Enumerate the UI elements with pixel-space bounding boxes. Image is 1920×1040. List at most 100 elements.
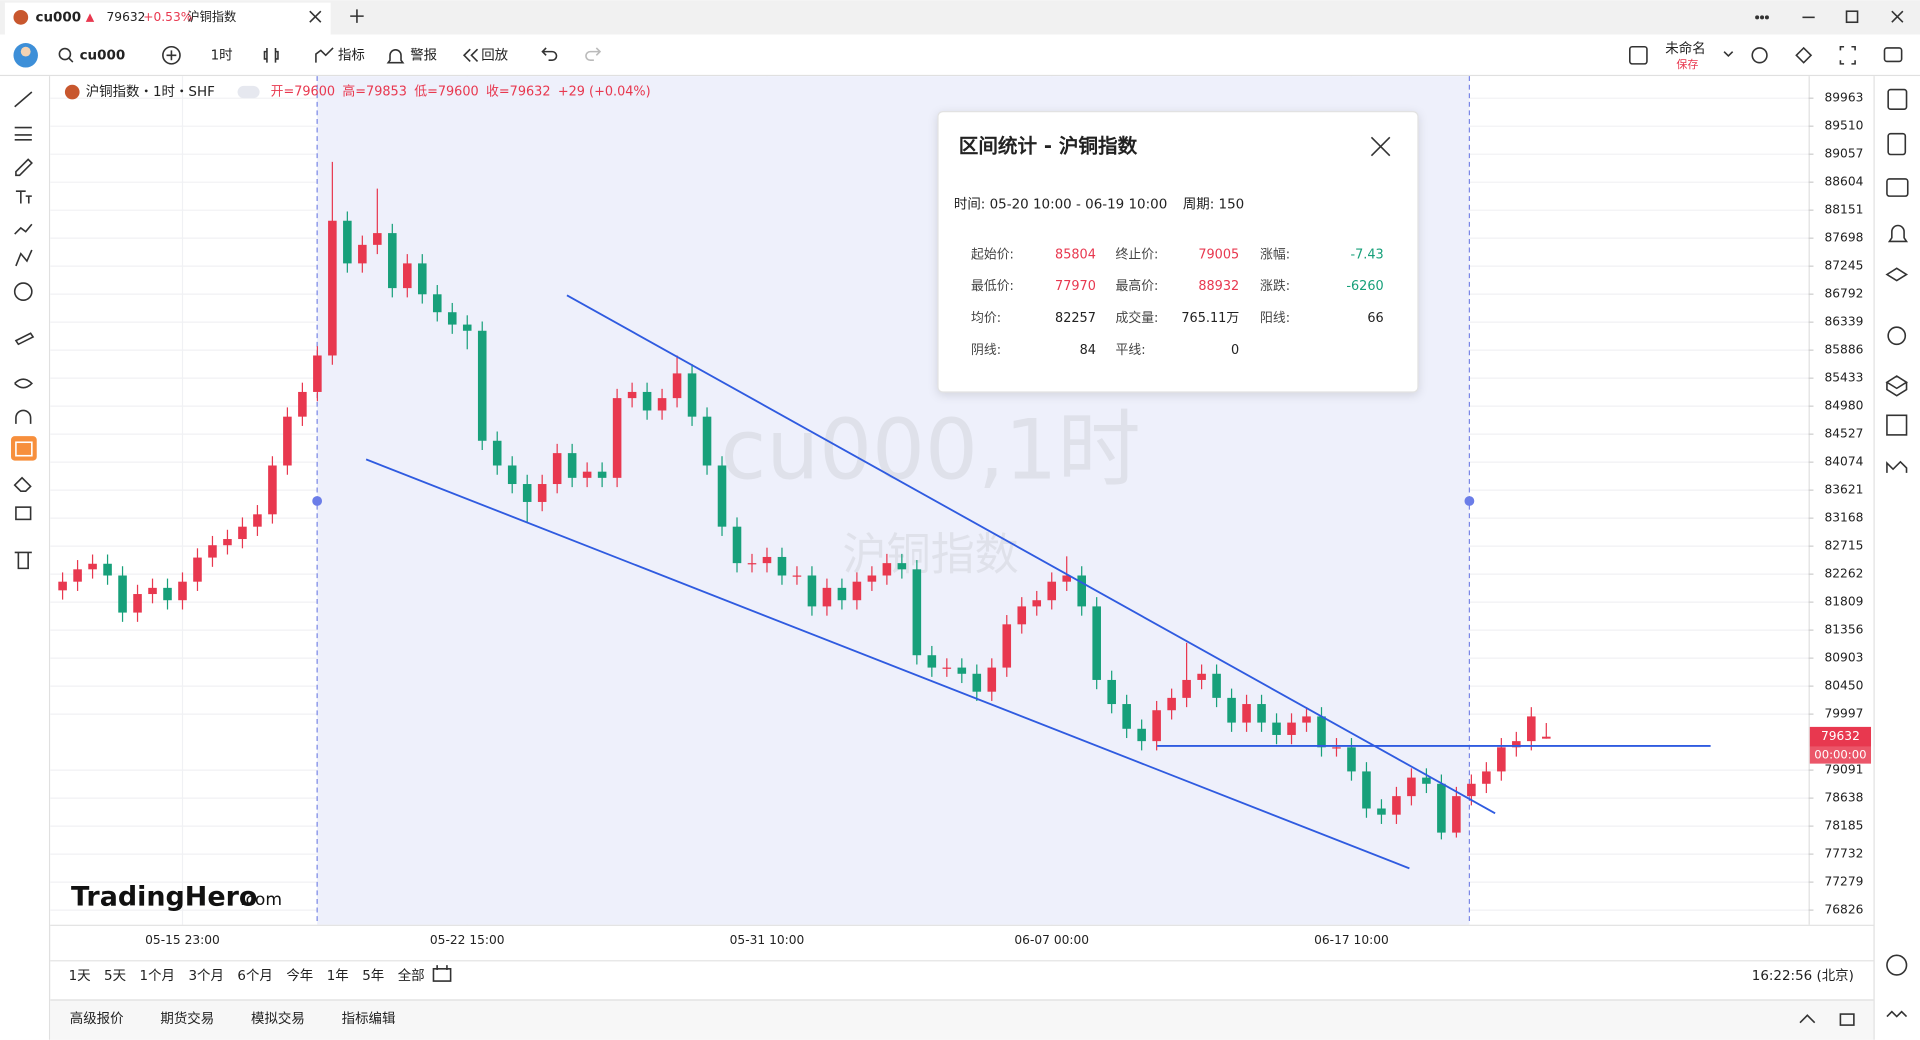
active-tool[interactable] <box>11 436 37 461</box>
avatar-face <box>20 46 31 57</box>
chart-style[interactable] <box>263 47 279 63</box>
stats-label: 涨跌: <box>1260 278 1290 294</box>
candle-body <box>732 526 742 564</box>
y-tick-label: 86339 <box>1824 315 1863 329</box>
panel-maximize[interactable] <box>1839 1013 1855 1026</box>
tab-close[interactable] <box>309 10 322 23</box>
search-icon <box>58 47 72 61</box>
candle-body <box>972 673 982 692</box>
trend-line[interactable] <box>566 294 1496 815</box>
stats-value: 77970 <box>1055 279 1096 294</box>
y-tick-label: 76826 <box>1824 903 1863 917</box>
candle-body <box>1302 716 1311 723</box>
candle-body <box>567 453 577 478</box>
candle-body <box>1377 808 1386 815</box>
range-button[interactable]: 6个月 <box>237 968 272 984</box>
stats-label: 平线: <box>1116 343 1146 358</box>
candle-body <box>417 263 427 295</box>
candle-body <box>882 563 892 576</box>
tab[interactable] <box>4 2 331 35</box>
new-tab[interactable] <box>350 9 364 23</box>
y-tick-label: 81356 <box>1824 623 1863 637</box>
range-button[interactable]: 3个月 <box>188 968 223 984</box>
range-button[interactable]: 全部 <box>398 967 425 984</box>
replay-icon <box>462 48 479 62</box>
x-tick-label: 05-31 10:00 <box>730 933 805 947</box>
stats-value: 66 <box>1367 311 1383 326</box>
drawings[interactable] <box>365 294 1711 870</box>
brand-name: TradingHero <box>71 881 257 912</box>
interval-handle[interactable] <box>1464 496 1475 506</box>
panel-collapse[interactable] <box>1799 1014 1816 1024</box>
candle-body <box>897 563 907 570</box>
candle-body <box>1107 679 1116 705</box>
layout-icon[interactable] <box>1629 45 1648 65</box>
candle-body <box>403 263 412 289</box>
legend-value: 高=79853 <box>342 84 406 100</box>
candle-body <box>1017 606 1027 625</box>
search-symbol[interactable]: cu000 <box>80 48 126 63</box>
watermark: cu000,1时 <box>721 402 1141 499</box>
window-controls[interactable] <box>1755 10 1904 24</box>
alerts[interactable]: 警报 <box>410 47 437 63</box>
stats-label: 阴线: <box>971 343 1001 358</box>
bottom-tab[interactable]: 高级报价 <box>70 1010 124 1027</box>
stats-close[interactable] <box>1370 136 1391 157</box>
sidebar-buttons[interactable] <box>1885 88 1909 1018</box>
bottom-tab[interactable]: 指标编辑 <box>342 1011 396 1027</box>
indicators[interactable]: 指标 <box>338 47 365 63</box>
snapshot[interactable] <box>1883 47 1903 63</box>
bottom-tab[interactable]: 期货交易 <box>160 1010 214 1027</box>
range-button[interactable]: 5年 <box>362 968 384 984</box>
replay[interactable]: 回放 <box>481 47 508 63</box>
undo[interactable] <box>541 47 558 62</box>
settings[interactable] <box>1795 46 1813 64</box>
candles <box>58 161 1551 840</box>
legend-toggle[interactable] <box>237 85 260 99</box>
range-button[interactable]: 今年 <box>286 968 313 984</box>
candle-body <box>73 569 82 582</box>
candle-body <box>552 453 562 485</box>
y-tick-label: 78638 <box>1824 791 1863 805</box>
candle-body <box>792 575 802 577</box>
quick-search[interactable] <box>1751 47 1768 64</box>
candle-body <box>777 556 787 576</box>
candle-body <box>373 233 382 245</box>
interval[interactable]: 1时 <box>211 47 233 63</box>
candle-body <box>1257 704 1266 723</box>
candle-body <box>657 398 667 411</box>
range-button[interactable]: 1天 <box>69 969 91 984</box>
candle-body <box>298 391 307 417</box>
fullscreen[interactable] <box>1839 45 1856 65</box>
redo[interactable] <box>585 47 602 62</box>
candle-body <box>253 514 262 527</box>
candle-body <box>1122 704 1131 729</box>
candle-body <box>507 465 517 485</box>
trend-line[interactable] <box>365 458 1410 870</box>
candle-body <box>1527 716 1536 742</box>
y-tick-label: 85886 <box>1824 343 1863 357</box>
compare-icon[interactable] <box>162 45 181 65</box>
stats-label: 起始价: <box>971 247 1014 262</box>
drawing-tools[interactable] <box>13 91 35 570</box>
legend-value: 低=79600 <box>414 85 478 100</box>
candle-body <box>193 557 202 582</box>
stats-title: 区间统计 - 沪铜指数 <box>959 135 1138 158</box>
stats-value: -6260 <box>1346 279 1383 294</box>
stats-label: 终止价: <box>1116 246 1159 262</box>
range-button[interactable]: 1年 <box>327 968 349 984</box>
bottom-tab[interactable]: 模拟交易 <box>251 1010 305 1027</box>
range-button[interactable]: 1个月 <box>140 968 175 984</box>
candle-body <box>537 484 547 502</box>
layout-name[interactable]: 未命名 <box>1665 40 1705 57</box>
interval-handle[interactable] <box>312 496 323 506</box>
layout-menu[interactable] <box>1723 51 1734 58</box>
range-button[interactable]: 5天 <box>104 969 126 984</box>
date-range-icon[interactable] <box>432 965 452 982</box>
candle-body <box>1062 575 1072 582</box>
candle-body <box>208 545 217 558</box>
candle-body <box>1227 697 1236 723</box>
candle-body <box>1137 728 1146 742</box>
search-icon-handle <box>68 57 74 63</box>
